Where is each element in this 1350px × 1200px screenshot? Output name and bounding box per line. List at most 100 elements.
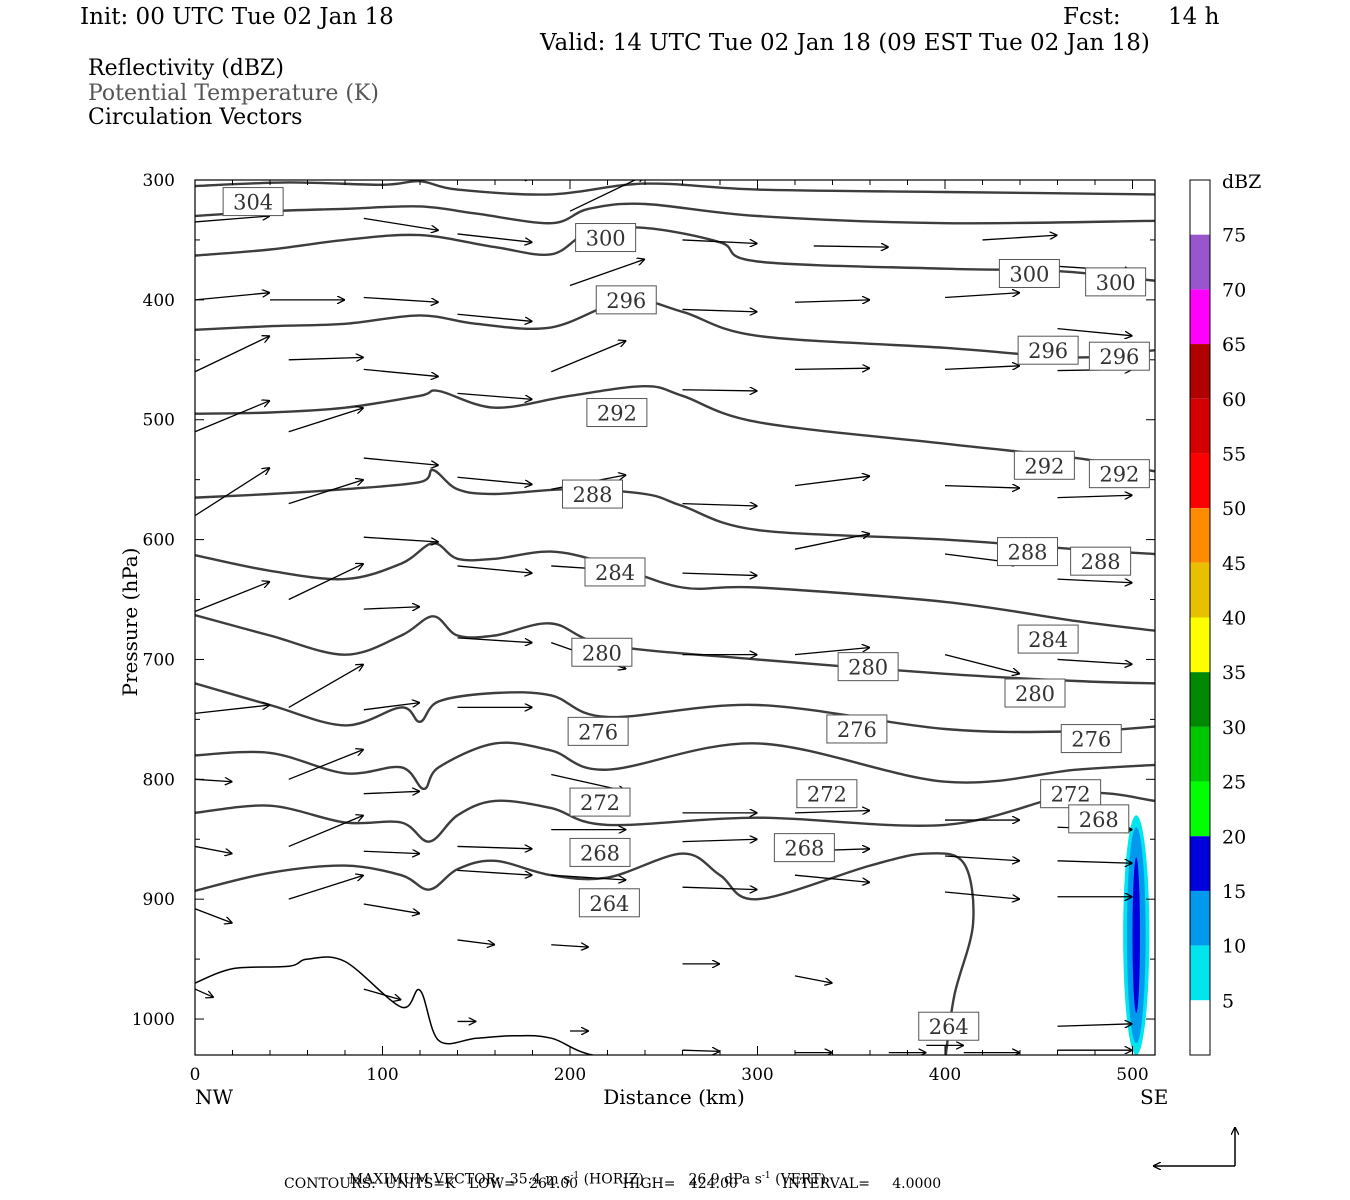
circulation-vector (363, 607, 420, 609)
circulation-vector (794, 300, 870, 302)
colorbar-tick-label: 70 (1222, 279, 1246, 301)
contour-label-box (569, 837, 631, 867)
circulation-vector (794, 368, 870, 369)
contour-label: 304 (222, 187, 284, 217)
circulation-vector (682, 240, 758, 244)
theta-contour-272 (195, 741, 1155, 791)
colorbar-tick-label: 55 (1222, 443, 1246, 465)
circulation-vector (288, 815, 364, 848)
field-potential-temperature: Potential Temperature (K) (88, 81, 379, 106)
contour-label-text: 284 (595, 561, 635, 585)
colorbar-tick-label: 60 (1222, 389, 1246, 411)
contour-label-box (595, 285, 657, 315)
contour-label-box (567, 716, 629, 746)
y-tick-label: 300 (143, 171, 175, 191)
circulation-vector (1057, 579, 1133, 583)
contour-label-text: 276 (837, 718, 877, 742)
theta-contour-284 (195, 542, 1155, 632)
contour-label: 280 (571, 637, 633, 667)
circulation-vector (551, 341, 626, 373)
theta-contour-296 (195, 298, 1155, 359)
contour-label-box (918, 1011, 980, 1041)
circulation-vector (288, 875, 364, 900)
circulation-vector (794, 810, 870, 812)
contour-label: 296 (1017, 335, 1079, 365)
circulation-vector (195, 705, 270, 715)
circulation-vector (1057, 658, 1133, 664)
colorbar-tick-label: 30 (1222, 717, 1246, 739)
y-tick-label: 400 (143, 291, 175, 311)
contour-label: 280 (837, 652, 899, 682)
contour-label-box (1060, 724, 1122, 754)
contour-label: 268 (1068, 804, 1130, 834)
contour-label-text: 296 (1028, 339, 1068, 363)
colorbar-segment (1190, 344, 1210, 399)
theta-contour-276 (195, 682, 1155, 734)
max-vector-horiz: 35.4 m s (509, 1171, 571, 1188)
contour-label-box (826, 714, 888, 744)
init-time: Init: 00 UTC Tue 02 Jan 18 (80, 4, 394, 30)
circulation-vector (364, 156, 439, 158)
circulation-vector (233, 158, 308, 162)
y-tick-label: 800 (143, 770, 175, 790)
contour-label-box (222, 187, 284, 217)
valid-time: Valid: 14 UTC Tue 02 Jan 18 (09 EST Tue … (540, 30, 1150, 56)
colorbar-segment (1190, 398, 1210, 454)
terrain-layer (195, 956, 597, 1055)
axes-layer: 300 400 500 600 700 800 900 1000 0 100 200 300 400 50… (132, 171, 1155, 1085)
colorbar-tick-label: 10 (1222, 936, 1246, 958)
contour-label-box (1013, 450, 1075, 480)
contour-label-box (586, 398, 648, 428)
circulation-vector (569, 259, 645, 287)
contour-label-text: 284 (1028, 628, 1068, 652)
x-right-label: SE (1140, 1085, 1168, 1109)
contour-label-text: 280 (1015, 682, 1055, 706)
colorbar-segment (1190, 562, 1210, 618)
contour-label-text: 292 (1024, 454, 1064, 478)
contour-label: 292 (1088, 459, 1150, 489)
contour-label-box (569, 787, 631, 817)
circulation-vector (195, 582, 270, 613)
contour-label: 276 (826, 714, 888, 744)
circulation-vector (457, 476, 533, 484)
circulation-vector (944, 366, 1020, 370)
colorbar-segment (1190, 1000, 1210, 1055)
terrain-line (195, 956, 597, 1055)
circulation-vector (551, 945, 589, 947)
contour-label-text: 276 (1071, 728, 1111, 752)
circulation-vector (288, 664, 364, 708)
circulation-vector (195, 401, 270, 433)
contour-label-box (837, 652, 899, 682)
circulation-vector (457, 313, 533, 321)
circulation-vector (288, 749, 364, 780)
plot-frame (194, 179, 1156, 1056)
colorbar-tick-label: 35 (1222, 662, 1246, 684)
circulation-vector (944, 891, 1020, 899)
circulation-vector (195, 468, 270, 517)
contour-label: 292 (586, 398, 648, 428)
contour-label-text: 272 (807, 783, 847, 807)
circulation-vector (457, 869, 533, 875)
colorbar: 5 10 15 20 25 30 35 40 45 50 55 60 65 70 75 (1189, 179, 1246, 1056)
circulation-vector (1057, 495, 1133, 497)
contour-label-text: 288 (1081, 550, 1121, 574)
vert-tag: (VERT) (775, 1171, 826, 1188)
circulation-vector (288, 480, 364, 505)
vert-exponent: -1 (761, 1171, 771, 1181)
max-vector-line: MAXIMUM VECTOR: 35.4 m s-1 (HORIZ) 26.9 … (340, 1158, 826, 1187)
contour-label: 280 (1004, 678, 1066, 708)
reflectivity-layer (1123, 815, 1150, 1055)
theta-contour-268 (195, 791, 1155, 843)
circulation-vector (794, 874, 870, 882)
y-tick-label: 700 (143, 650, 175, 670)
colorbar-segment (1190, 781, 1210, 837)
circulation-vector (195, 988, 214, 997)
contour-label-text: 276 (578, 720, 618, 744)
circulation-vector (363, 368, 439, 376)
reference-vector-icon (1153, 1127, 1235, 1166)
contour-label-box (575, 223, 637, 253)
colorbar-segment (1190, 289, 1210, 345)
contour-label: 268 (569, 837, 631, 867)
contour-label: 268 (773, 833, 835, 863)
contour-label-box (773, 833, 835, 863)
